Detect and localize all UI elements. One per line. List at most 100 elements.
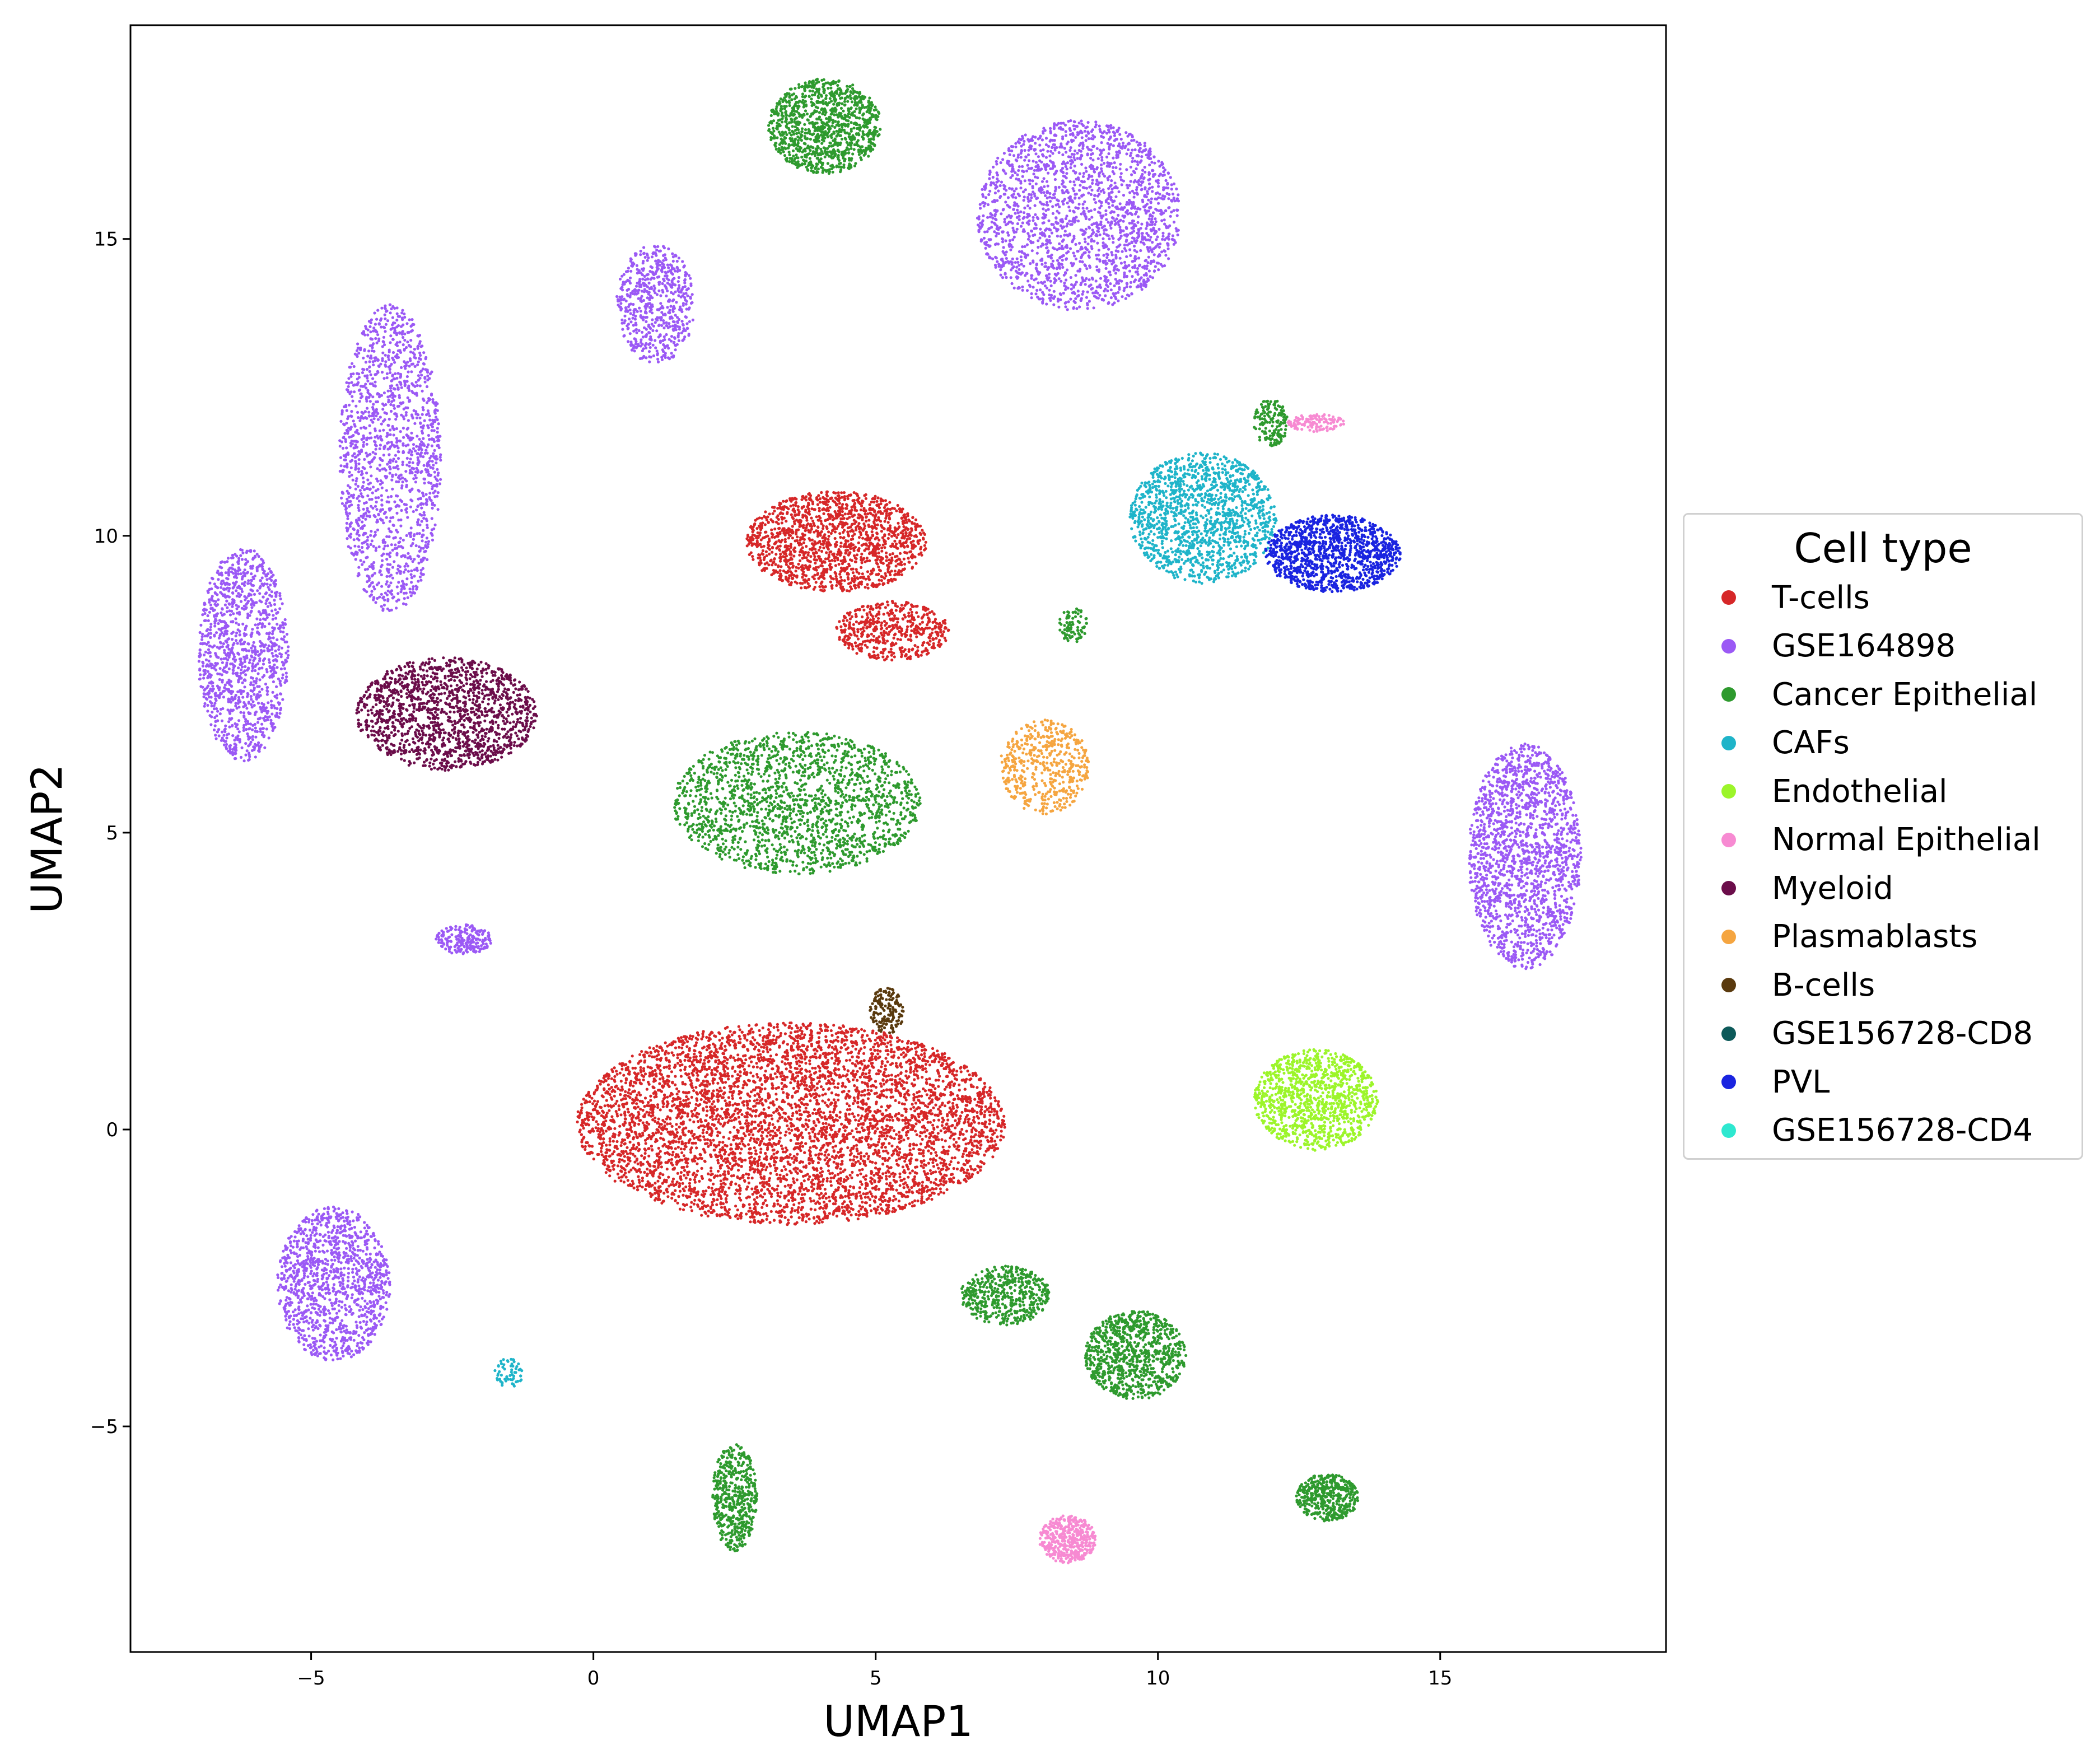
data-point (1037, 166, 1040, 169)
data-point (628, 318, 631, 320)
data-point (1067, 155, 1070, 158)
data-point (689, 297, 692, 300)
data-point (790, 157, 793, 160)
data-point (1173, 221, 1175, 223)
data-point (1014, 146, 1017, 148)
data-point (417, 456, 419, 459)
data-point (1054, 221, 1057, 224)
data-point (1107, 248, 1110, 251)
data-point (824, 109, 827, 112)
data-point (1007, 234, 1010, 237)
data-point (662, 259, 665, 262)
data-point (816, 134, 819, 137)
data-point (1036, 296, 1039, 298)
data-point (1123, 206, 1126, 209)
data-point (1085, 267, 1088, 270)
data-point (1032, 186, 1034, 189)
data-point (1053, 281, 1056, 284)
data-point (843, 116, 846, 119)
data-point (1099, 222, 1102, 225)
data-point (1130, 281, 1132, 284)
data-point (1161, 194, 1164, 197)
data-point (1123, 146, 1126, 149)
data-point (822, 139, 824, 142)
data-point (1103, 229, 1105, 232)
data-point (668, 283, 671, 286)
data-point (1159, 254, 1161, 256)
data-point (984, 183, 987, 186)
data-point (1046, 180, 1048, 183)
data-point (1095, 258, 1098, 260)
data-point (1099, 277, 1102, 280)
data-point (635, 346, 638, 349)
data-point (1105, 156, 1108, 158)
data-point (1147, 173, 1150, 176)
data-point (868, 122, 871, 124)
data-point (1113, 269, 1116, 272)
data-point (1088, 278, 1091, 281)
data-point (1081, 278, 1084, 281)
data-point (620, 275, 623, 278)
data-point (1109, 273, 1112, 276)
data-point (1040, 263, 1043, 265)
data-point (979, 207, 982, 209)
data-point (785, 116, 787, 119)
data-point (1163, 186, 1165, 189)
data-point (1035, 183, 1038, 185)
data-point (1091, 182, 1094, 185)
data-point (1082, 172, 1085, 175)
data-point (1082, 144, 1085, 147)
data-point (1095, 234, 1098, 237)
data-point (1111, 254, 1114, 256)
data-point (654, 339, 656, 342)
data-point (1090, 137, 1093, 140)
data-point (1175, 208, 1178, 211)
data-point (825, 153, 828, 156)
data-point (1015, 276, 1018, 278)
data-point (809, 90, 811, 92)
data-point (403, 339, 406, 342)
data-point (833, 109, 836, 111)
data-point (1009, 221, 1012, 223)
data-point (661, 348, 664, 351)
data-point (849, 94, 852, 97)
data-point (1160, 197, 1163, 199)
data-point (1158, 246, 1161, 249)
data-point (1075, 216, 1077, 218)
data-point (862, 125, 865, 128)
data-point (800, 147, 802, 150)
data-point (1114, 166, 1117, 169)
data-point (1119, 231, 1122, 234)
data-point (1022, 217, 1025, 220)
data-point (1112, 166, 1114, 169)
data-point (1157, 202, 1160, 205)
data-point (1072, 307, 1075, 310)
data-point (1093, 198, 1096, 200)
data-point (798, 115, 801, 118)
data-point (1062, 203, 1065, 206)
data-point (680, 309, 683, 311)
data-point (1085, 134, 1088, 137)
data-point (791, 161, 794, 164)
data-point (831, 152, 834, 155)
data-point (1009, 176, 1012, 179)
data-point (1030, 193, 1033, 196)
data-point (1085, 139, 1088, 142)
data-point (1095, 254, 1098, 256)
data-point (1130, 227, 1133, 230)
data-point (1130, 173, 1133, 176)
data-point (1016, 222, 1019, 225)
data-point (1112, 157, 1114, 160)
data-point (1001, 158, 1004, 161)
data-point (1065, 217, 1067, 220)
data-point (342, 447, 344, 450)
data-point (833, 126, 836, 129)
data-point (1060, 225, 1062, 227)
data-point (1114, 185, 1117, 188)
data-point (804, 132, 806, 134)
data-point (1058, 206, 1061, 208)
data-point (808, 95, 811, 98)
data-point (1087, 148, 1090, 151)
data-point (995, 162, 998, 165)
data-point (380, 565, 382, 568)
